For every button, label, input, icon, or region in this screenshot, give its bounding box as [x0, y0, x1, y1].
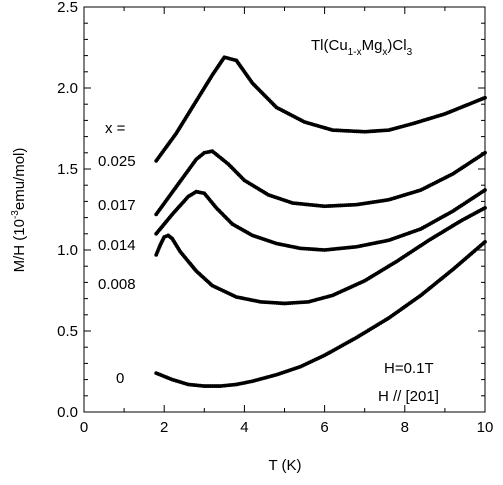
y-tick-label: 1.0	[57, 242, 78, 259]
field-label: H=0.1T	[384, 360, 434, 377]
axis-ticks	[83, 6, 486, 413]
series-0-017	[154, 149, 487, 217]
x-tick-label: 6	[320, 419, 328, 436]
x-tick-label: 10	[477, 419, 494, 436]
x-tick-label: 8	[401, 419, 409, 436]
x-tick-label: 4	[240, 419, 248, 436]
series-label-0-014: 0.014	[98, 237, 136, 254]
series-0	[154, 240, 487, 388]
series-0-025	[154, 55, 487, 163]
y-tick-label: 0.0	[57, 404, 78, 421]
series-label-0: 0	[116, 370, 124, 387]
compound-formula: Tl(Cu1-xMgx)Cl3	[311, 37, 413, 58]
y-tick-label: 1.5	[57, 161, 78, 178]
series-0-008	[154, 205, 487, 306]
y-tick-label: 0.5	[57, 323, 78, 340]
x-tick-label: 0	[80, 419, 88, 436]
series-label-0-008: 0.008	[98, 276, 136, 293]
series-label-0-025: 0.025	[98, 153, 136, 170]
plot-frame	[83, 6, 486, 413]
x-header-label: x =	[105, 120, 126, 137]
direction-label: H // [201]	[378, 388, 439, 405]
y-tick-label: 2.5	[57, 0, 78, 16]
data-points	[154, 55, 487, 388]
x-axis-label: T (K)	[268, 457, 301, 474]
y-tick-label: 2.0	[57, 80, 78, 97]
y-axis-label: M/H (10-3emu/mol)	[10, 148, 28, 273]
series-0-014	[154, 188, 487, 252]
tick-labels: 0 2 4 6 8 10 0.0 0.5 1.0 1.5 2.0 2.5	[57, 0, 493, 436]
series-label-0-017: 0.017	[98, 197, 136, 214]
x-tick-label: 2	[160, 419, 168, 436]
